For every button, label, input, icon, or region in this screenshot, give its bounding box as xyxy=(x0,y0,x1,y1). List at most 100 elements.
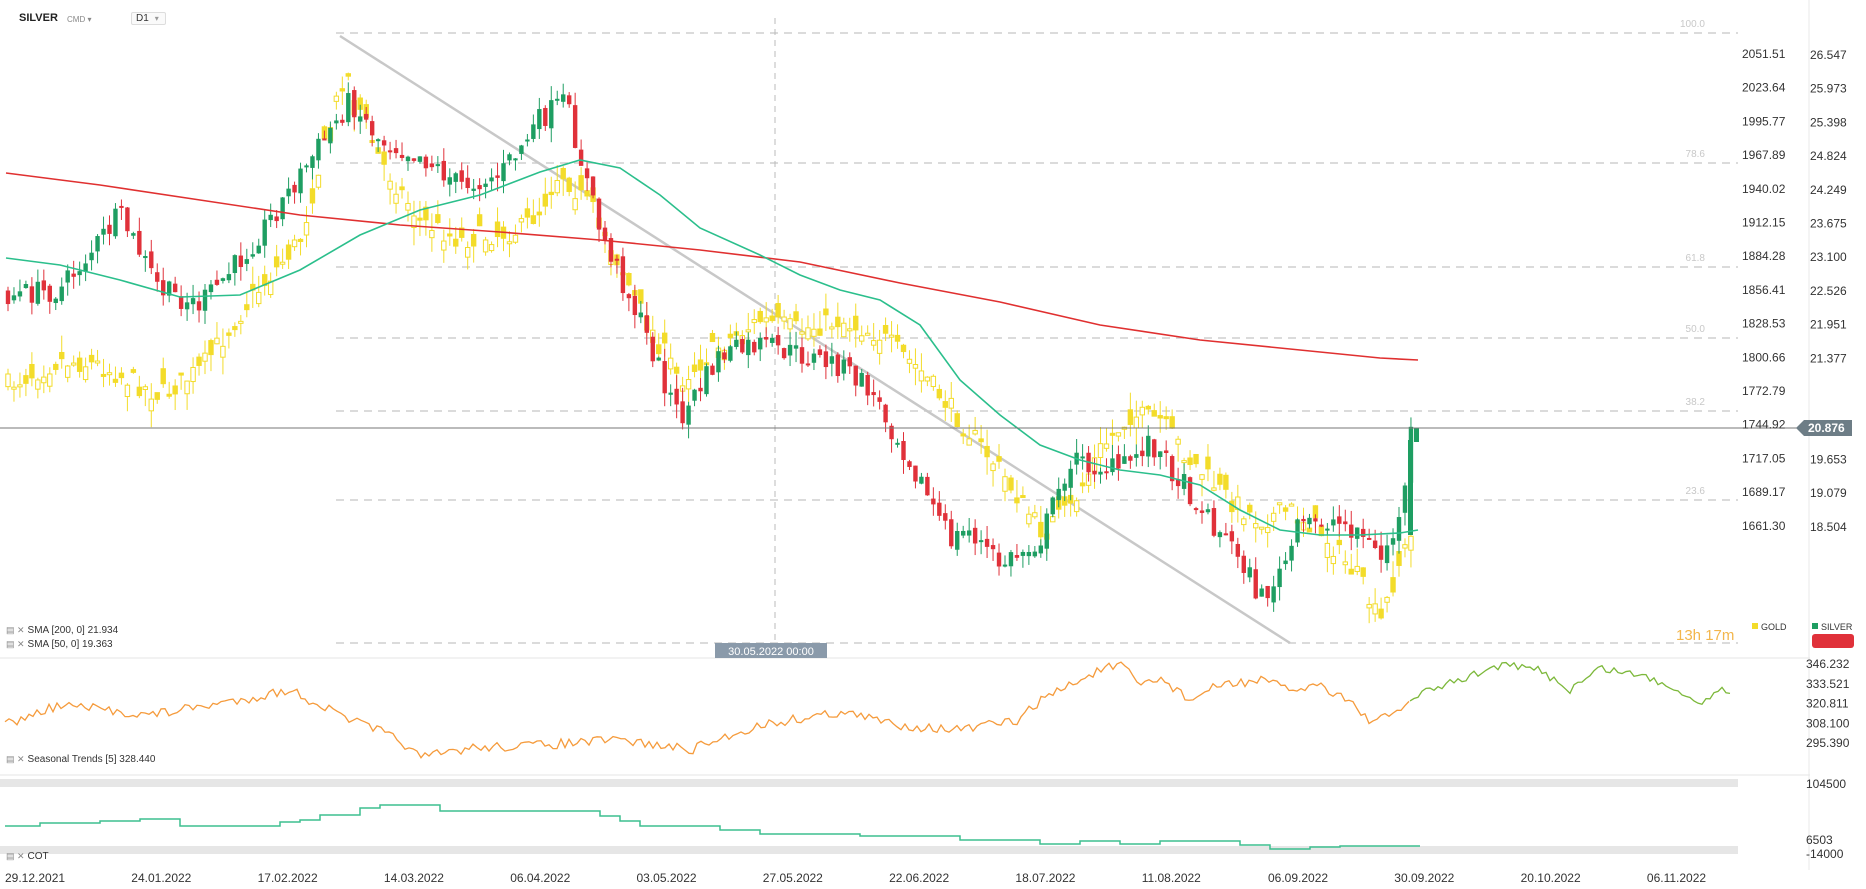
silver-candle xyxy=(656,357,661,361)
silver-candle xyxy=(907,461,912,467)
settings-icon[interactable]: ▤ ✕ xyxy=(6,851,25,861)
gold-candle xyxy=(166,393,172,397)
gold-candle xyxy=(256,291,262,305)
silver-candle xyxy=(1408,440,1413,535)
x-axis-tick: 20.10.2022 xyxy=(1521,871,1581,885)
gold-axis-tick: 1661.30 xyxy=(1742,519,1786,533)
timeframe-dropdown[interactable]: D1 ▾ xyxy=(131,12,166,25)
silver-candle xyxy=(202,289,208,311)
silver-candle xyxy=(561,94,566,102)
silver-candle xyxy=(1050,497,1055,515)
silver-candle xyxy=(1110,458,1115,473)
gold-candle xyxy=(1324,542,1331,558)
silver-candle xyxy=(1325,528,1330,531)
fib-level-label: 50.0 xyxy=(1686,324,1706,335)
symbol-title[interactable]: SILVER xyxy=(19,12,58,24)
gold-candle xyxy=(447,233,453,237)
silver-axis-tick: 19.653 xyxy=(1810,452,1847,466)
gold-candle xyxy=(996,456,1002,462)
silver-candle xyxy=(1152,439,1157,458)
gold-candle xyxy=(70,362,77,366)
cot-legend[interactable]: ▤ ✕ COT xyxy=(6,851,49,862)
sma200-legend[interactable]: ▤ ✕ SMA [200, 0] 21.934 xyxy=(6,625,118,636)
silver-candle xyxy=(919,476,924,484)
x-axis-tick: 14.03.2022 xyxy=(384,871,444,885)
silver-candle xyxy=(214,279,220,285)
silver-candle xyxy=(11,295,17,301)
gold-candle xyxy=(763,317,769,323)
gold-candle xyxy=(554,180,560,194)
silver-candle xyxy=(101,228,106,235)
silver-candle xyxy=(722,352,727,360)
gold-candle xyxy=(226,332,232,336)
gold-candle xyxy=(924,376,931,382)
gold-axis-tick: 2023.64 xyxy=(1742,81,1786,95)
silver-candle xyxy=(1337,516,1342,524)
silver-candle xyxy=(411,158,417,161)
gold-candle xyxy=(1026,513,1032,525)
gold-candle xyxy=(835,316,841,328)
settings-icon[interactable]: ▤ ✕ xyxy=(6,625,25,635)
gold-candle xyxy=(88,354,95,363)
silver-candle xyxy=(829,356,835,364)
silver-candle xyxy=(781,348,787,359)
silver-axis-tick: 24.824 xyxy=(1810,149,1847,163)
silver-candle xyxy=(495,175,500,178)
chevron-down-icon: ▾ xyxy=(154,14,159,23)
gold-candle xyxy=(291,239,298,248)
gold-candle xyxy=(536,211,543,216)
silver-axis-tick: 21.377 xyxy=(1810,351,1847,365)
silver-candle xyxy=(955,530,960,550)
gold-candle xyxy=(1139,406,1145,416)
gold-candle xyxy=(1253,523,1259,529)
settings-icon[interactable]: ▤ ✕ xyxy=(6,639,25,649)
silver-candle xyxy=(787,344,793,356)
silver-candle xyxy=(734,339,739,347)
gold-candle xyxy=(1163,416,1169,420)
gold-candle xyxy=(864,332,871,336)
gold-candle xyxy=(5,373,11,388)
silver-candle xyxy=(328,127,333,144)
gold-candle xyxy=(1259,526,1265,530)
sma50-legend[interactable]: ▤ ✕ SMA [50, 0] 19.363 xyxy=(6,639,113,650)
settings-icon[interactable]: ▤ ✕ xyxy=(6,754,25,764)
x-axis-tick: 03.05.2022 xyxy=(637,871,697,885)
gold-candle xyxy=(464,246,471,258)
fib-level-label: 38.2 xyxy=(1686,397,1706,408)
silver-candle xyxy=(262,219,267,246)
gold-candle xyxy=(1187,457,1193,465)
gold-candle xyxy=(238,320,244,324)
silver-candle xyxy=(775,335,781,346)
gold-candle xyxy=(100,373,107,377)
gold-candle xyxy=(136,386,143,397)
gold-candle xyxy=(1157,415,1163,419)
gold-candle xyxy=(11,386,17,390)
gold-axis-tick: 1800.66 xyxy=(1742,350,1786,364)
seasonal-legend[interactable]: ▤ ✕ Seasonal Trends [5] 328.440 xyxy=(6,754,155,765)
silver-candle xyxy=(178,296,184,309)
silver-candle xyxy=(47,285,52,302)
gold-axis-tick: 1884.28 xyxy=(1742,249,1786,263)
gold-candle xyxy=(894,334,901,342)
gold-candle xyxy=(1211,487,1217,491)
gold-candle xyxy=(572,198,578,211)
gold-legend-swatch xyxy=(1752,623,1758,629)
silver-candle xyxy=(871,392,876,396)
silver-candle xyxy=(578,149,584,166)
silver-candle xyxy=(650,336,655,362)
instrument-type-dropdown[interactable]: CMD ▾ xyxy=(67,15,91,24)
silver-candle xyxy=(1026,551,1032,557)
silver-candle xyxy=(1098,471,1103,475)
gold-candle xyxy=(936,388,943,399)
gold-candle xyxy=(435,214,441,223)
silver-candle xyxy=(131,233,136,236)
silver-candle xyxy=(1414,428,1419,442)
silver-candle xyxy=(268,214,273,221)
gold-candle xyxy=(1241,518,1247,526)
gold-candle xyxy=(1032,512,1038,518)
crosshair-label: 30.05.2022 00:00 xyxy=(728,646,814,658)
gold-candle xyxy=(1354,565,1360,572)
gold-candle xyxy=(142,386,149,390)
gold-candle xyxy=(196,356,202,366)
